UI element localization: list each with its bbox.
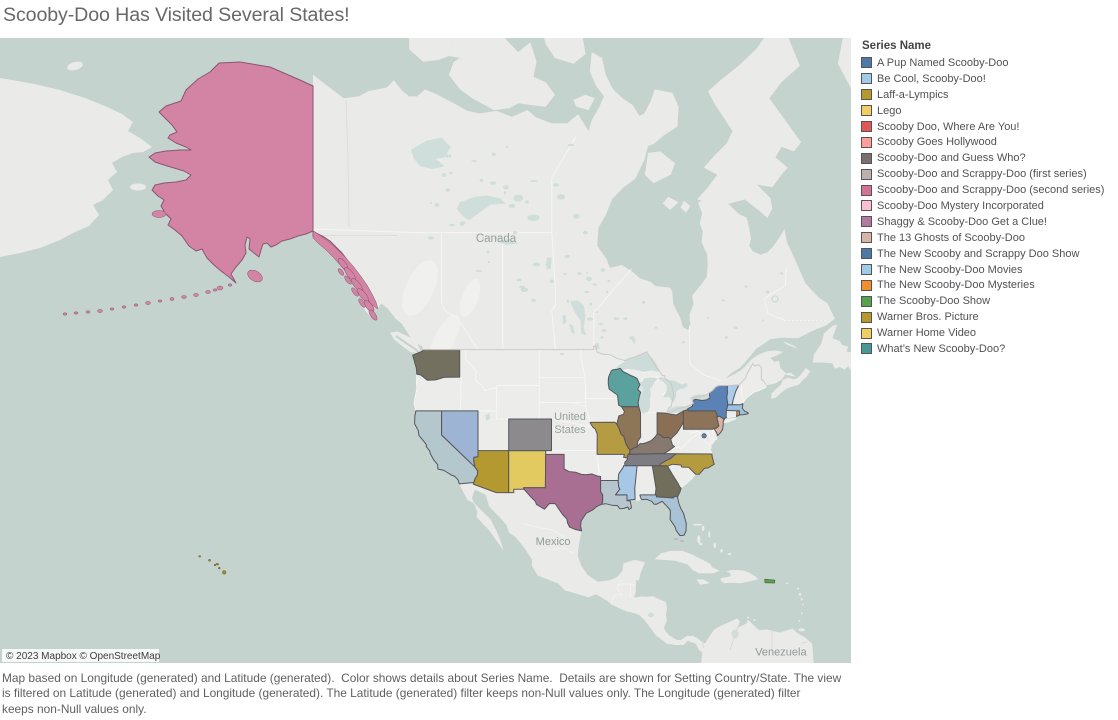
svg-text:Venezuela: Venezuela xyxy=(755,647,807,659)
svg-text:Mexico: Mexico xyxy=(536,536,571,548)
svg-text:States: States xyxy=(554,424,586,436)
svg-text:United: United xyxy=(554,411,586,423)
svg-text:Canada: Canada xyxy=(476,233,517,245)
svg-text:© 2023 Mapbox © OpenStreetMap: © 2023 Mapbox © OpenStreetMap xyxy=(6,651,161,662)
